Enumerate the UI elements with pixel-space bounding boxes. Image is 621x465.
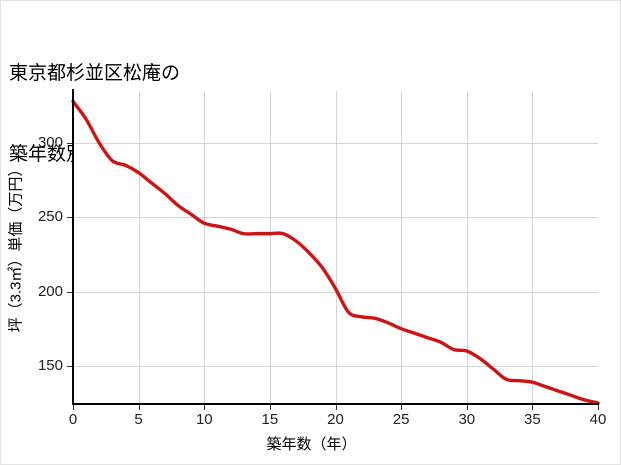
y-axis-label-wrap: 坪（3.3㎡）単価（万円） (1, 91, 29, 403)
x-tick-label: 15 (261, 411, 279, 428)
x-tick-label: 20 (327, 411, 344, 428)
x-tick-mark (73, 405, 74, 410)
y-tick-label: 200 (37, 282, 63, 300)
x-axis-label: 築年数（年） (266, 436, 357, 453)
gridline-vertical (466, 91, 468, 403)
x-tick-mark (401, 405, 403, 410)
y-tick-label: 300 (37, 134, 63, 151)
x-tick-mark (138, 405, 140, 410)
x-tick-label: 25 (392, 411, 410, 428)
gridline-vertical (335, 91, 337, 403)
y-axis-spine (72, 89, 74, 405)
x-tick-mark (204, 405, 206, 410)
series-line-chart (71, 99, 600, 405)
y-tick-mark (67, 143, 72, 144)
x-tick-mark (466, 405, 468, 410)
x-tick-mark (335, 405, 337, 410)
x-tick-label: 30 (458, 411, 476, 428)
x-tick-label: 0 (68, 411, 78, 428)
y-tick-mark (67, 291, 72, 293)
series-line-path (71, 99, 600, 405)
x-tick-label: 5 (134, 411, 143, 428)
x-tick-mark (598, 405, 599, 410)
x-tick-label: 40 (589, 411, 607, 428)
gridline-vertical (269, 91, 271, 403)
y-tick-label: 250 (37, 208, 63, 226)
x-axis-spine (72, 403, 599, 405)
x-tick-label: 10 (195, 411, 213, 428)
y-tick-mark (67, 365, 72, 367)
y-tick-mark (67, 217, 72, 219)
x-tick-mark (532, 405, 534, 410)
gridline-vertical (204, 91, 206, 403)
y-tick-label: 150 (37, 356, 63, 374)
gridline-vertical (138, 91, 140, 403)
y-axis-label: 坪（3.3㎡）単価（万円） (7, 161, 25, 333)
gridline-vertical (532, 91, 534, 403)
x-tick-mark (269, 405, 271, 410)
plot-area (71, 91, 600, 405)
x-tick-label: 35 (524, 411, 541, 428)
chart-title-line-1: 東京都杉並区松庵の (9, 62, 181, 84)
gridline-vertical (401, 91, 403, 403)
